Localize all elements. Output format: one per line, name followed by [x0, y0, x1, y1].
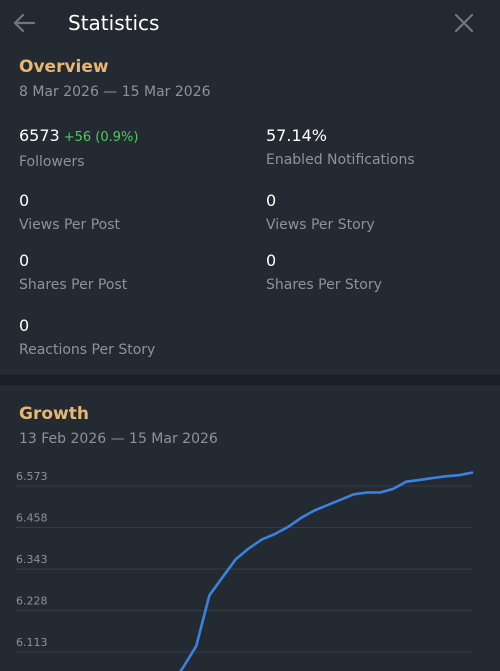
stat-label: Shares Per Post [19, 277, 128, 293]
series-line [178, 471, 474, 671]
close-icon[interactable] [452, 11, 476, 35]
growth-date-range: 13 Feb 2026 — 15 Mar 2026 [19, 431, 218, 447]
growth-chart[interactable]: 6.573 6.458 6.343 6.228 6.113 [0, 455, 500, 671]
header: Statistics [0, 0, 500, 46]
stat-label: Views Per Post [19, 217, 121, 233]
y-tick-label: 6.113 [16, 636, 48, 649]
overview-title: Overview [19, 57, 109, 77]
stat-enabled-notifications: 57.14% Enabled Notifications [266, 126, 415, 169]
stat-value: 0 [266, 251, 277, 270]
stat-label: Shares Per Story [266, 277, 382, 293]
stat-value: 6573 [19, 126, 60, 145]
stat-value: 57.14% [266, 126, 328, 145]
stat-delta: +56 (0.9%) [63, 130, 139, 145]
stat-value: 0 [19, 191, 30, 210]
y-tick-label: 6.343 [16, 553, 48, 566]
arrow-left-icon[interactable] [10, 9, 38, 37]
growth-title: Growth [19, 404, 89, 424]
y-tick-label: 6.573 [16, 470, 48, 483]
stat-label: Followers [19, 154, 85, 170]
stat-followers: 6573 +56 (0.9%) Followers [19, 126, 138, 171]
stat-reactions-per-story: 0 Reactions Per Story [19, 316, 155, 359]
stat-label: Reactions Per Story [19, 342, 156, 358]
overview-section: Overview 8 Mar 2026 — 15 Mar 2026 6573 +5… [0, 46, 500, 375]
overview-date-range: 8 Mar 2026 — 15 Mar 2026 [19, 84, 211, 100]
stat-value: 0 [19, 251, 30, 270]
page-title: Statistics [68, 11, 160, 35]
section-divider [0, 375, 500, 385]
stat-label: Enabled Notifications [266, 152, 415, 168]
stat-label: Views Per Story [266, 217, 375, 233]
y-tick-label: 6.228 [16, 595, 48, 608]
stat-shares-per-post: 0 Shares Per Post [19, 251, 127, 294]
stat-views-per-story: 0 Views Per Story [266, 191, 375, 234]
stat-value: 0 [19, 316, 30, 335]
stat-shares-per-story: 0 Shares Per Story [266, 251, 382, 294]
stat-views-per-post: 0 Views Per Post [19, 191, 120, 234]
y-tick-label: 6.458 [16, 512, 48, 525]
stat-value: 0 [266, 191, 277, 210]
